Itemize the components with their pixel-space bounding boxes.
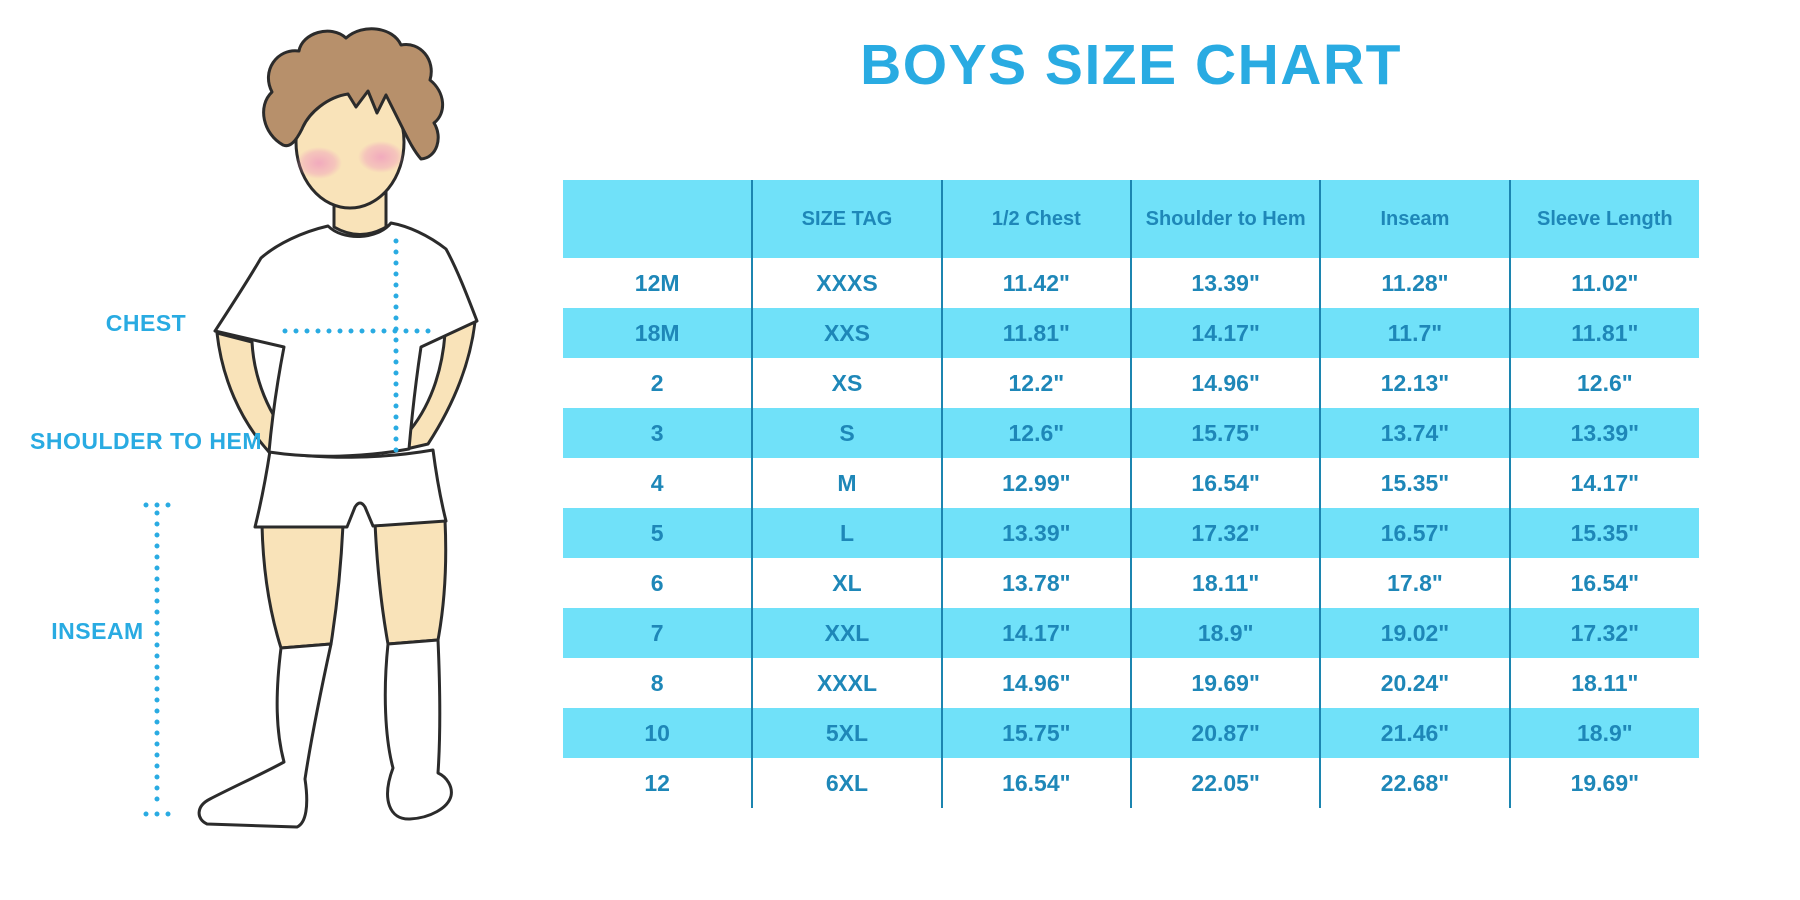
table-cell: 15.35" [1319,458,1510,508]
table-cell: XXS [751,308,942,358]
table-cell: 15.75" [1129,408,1321,458]
table-cell: XXXL [751,658,942,708]
boy-figure-drawing [143,27,479,829]
table-cell: 14.17" [1129,308,1321,358]
table-cell: M [751,458,942,508]
table-row: 10 5XL 15.75" 20.87" 21.46" 18.9" [563,708,1699,758]
table-row: 8 XXXL 14.96" 19.69" 20.24" 18.11" [563,658,1699,708]
table-cell: 22.05" [1129,758,1321,808]
table-row: 5 L 13.39" 17.32" 16.57" 15.35" [563,508,1699,558]
table-cell: 18.11" [1508,658,1699,708]
table-cell: 13.39" [1508,408,1699,458]
table-cell: 22.68" [1319,758,1510,808]
table-row: 12 6XL 16.54" 22.05" 22.68" 19.69" [563,758,1699,808]
table-cell: XXXS [751,258,942,308]
table-row: 2 XS 12.2" 14.96" 12.13" 12.6" [563,358,1699,408]
table-cell: 15.75" [940,708,1131,758]
table-cell: 13.39" [1129,258,1321,308]
table-row: 4 M 12.99" 16.54" 15.35" 14.17" [563,458,1699,508]
table-cell: 11.02" [1508,258,1699,308]
table-cell: 17.32" [1129,508,1321,558]
shoulder-to-hem-label: SHOULDER TO HEM [30,428,262,454]
table-cell: 21.46" [1319,708,1510,758]
boy-hair [262,27,444,161]
size-table: SIZE TAG 1/2 Chest Shoulder to Hem Insea… [563,180,1699,808]
table-cell: 11.81" [1508,308,1699,358]
column-header-shoulder-to-hem: Shoulder to Hem [1129,180,1321,258]
table-cell: 18.9" [1129,608,1321,658]
page-title: BOYS SIZE CHART [860,33,1402,97]
table-cell: 5 [563,508,753,558]
table-row: 12M XXXS 11.42" 13.39" 11.28" 11.02" [563,258,1699,308]
chest-label: CHEST [105,310,187,336]
table-cell: 12.6" [1508,358,1699,408]
table-cell: 6XL [751,758,942,808]
boy-right-cheek [358,141,404,173]
table-cell: 10 [563,708,753,758]
table-cell: XS [751,358,942,408]
table-header-row: SIZE TAG 1/2 Chest Shoulder to Hem Insea… [563,180,1699,258]
table-row: 7 XXL 14.17" 18.9" 19.02" 17.32" [563,608,1699,658]
table-cell: 12.13" [1319,358,1510,408]
table-cell: 17.32" [1508,608,1699,658]
boy-shirt [213,221,479,458]
table-cell: 16.54" [940,758,1131,808]
table-cell: 16.54" [1508,558,1699,608]
boy-socks [197,638,453,829]
table-cell: 16.54" [1129,458,1321,508]
table-cell: 18.11" [1129,558,1321,608]
table-cell: XL [751,558,942,608]
column-header-size [563,180,753,258]
table-cell: S [751,408,942,458]
table-cell: 6 [650,569,664,596]
table-cell: 12 [644,769,670,796]
table-cell: 4 [650,469,664,496]
table-cell: 20.87" [1129,708,1321,758]
table-cell: 19.69" [1129,658,1321,708]
table-row: 3 S 12.6" 15.75" 13.74" 13.39" [563,408,1699,458]
boy-shorts [253,448,448,529]
boy-left-cheek [296,147,342,179]
table-cell: 14.96" [1129,358,1321,408]
table-cell: 16.57" [1319,508,1510,558]
table-cell: 12.6" [940,408,1131,458]
table-cell: 13.74" [1319,408,1510,458]
table-cell: 12.99" [940,458,1131,508]
boy-legs [260,518,448,650]
column-header-size-tag: SIZE TAG [751,180,942,258]
table-row: 18M XXS 11.81" 14.17" 11.7" 11.81" [563,308,1699,358]
table-cell: 11.28" [1319,258,1510,308]
column-header-half-chest: 1/2 Chest [940,180,1131,258]
column-header-sleeve-length: Sleeve Length [1508,180,1699,258]
table-cell: 2 [650,369,664,396]
table-cell: 14.96" [940,658,1131,708]
table-cell: 19.02" [1319,608,1510,658]
table-cell: 19.69" [1508,758,1699,808]
measurement-guides [143,238,433,817]
table-row: 6 XL 13.78" 18.11" 17.8" 16.54" [563,558,1699,608]
table-cell: 13.39" [940,508,1131,558]
table-cell: 11.81" [940,308,1131,358]
table-cell: 12M [634,269,680,296]
table-cell: 17.8" [1319,558,1510,608]
table-cell: 20.24" [1319,658,1510,708]
inseam-label: INSEAM [51,618,144,644]
table-cell: 8 [650,669,664,696]
table-cell: 3 [563,408,753,458]
table-cell: 18M [563,308,753,358]
table-cell: 14.17" [940,608,1131,658]
column-header-inseam: Inseam [1319,180,1510,258]
table-cell: 11.42" [940,258,1131,308]
table-cell: 11.7" [1319,308,1510,358]
table-cell: L [751,508,942,558]
table-cell: 5XL [751,708,942,758]
table-cell: 7 [563,608,753,658]
table-cell: 14.17" [1508,458,1699,508]
table-cell: XXL [751,608,942,658]
table-cell: 13.78" [940,558,1131,608]
table-cell: 12.2" [940,358,1131,408]
table-cell: 18.9" [1508,708,1699,758]
table-cell: 15.35" [1508,508,1699,558]
